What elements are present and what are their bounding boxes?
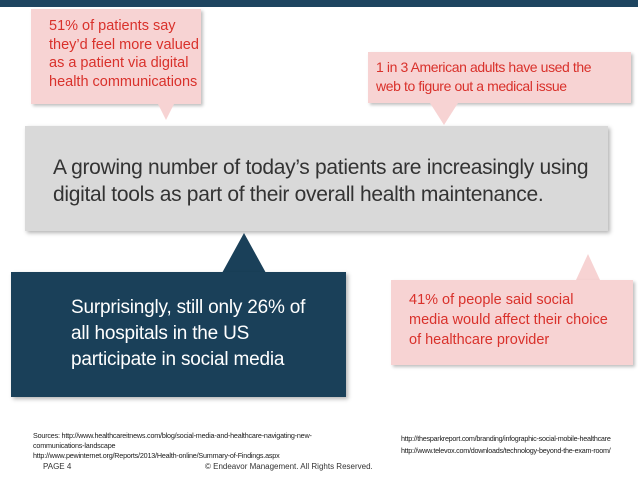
reference-link: http://www.televox.com/downloads/technol… [401, 446, 611, 455]
top-accent-bar [0, 0, 638, 7]
source-line: communications-landscape [33, 441, 116, 450]
reference-links: http://thesparkreport.com/branding/infog… [401, 433, 638, 457]
callout-adults-web: 1 in 3 American adults have used the web… [368, 52, 631, 103]
callout-social-media-choice: 41% of people said social media would af… [391, 280, 633, 365]
page-number: PAGE 4 [43, 462, 72, 471]
callout-patients-valued-text: 51% of patients say they’d feel more val… [49, 18, 199, 90]
source-line: Sources: http://www.healthcareitnews.com… [33, 431, 312, 440]
source-line: http://www.pewinternet.org/Reports/2013/… [33, 451, 280, 460]
sources-list: Sources: http://www.healthcareitnews.com… [33, 431, 363, 461]
reference-link: http://thesparkreport.com/branding/infog… [401, 434, 611, 443]
main-statement-text: A growing number of today’s patients are… [53, 156, 589, 206]
callout-social-media-choice-pointer [576, 254, 600, 280]
copyright-notice: © Endeavor Management. All Rights Reserv… [205, 462, 373, 471]
callout-social-media-choice-text: 41% of people said social media would af… [409, 292, 608, 348]
hospitals-social-media-text: Surprisingly, still only 26% of all hosp… [71, 297, 306, 370]
main-statement-box: A growing number of today’s patients are… [25, 126, 608, 231]
callout-adults-web-pointer [430, 103, 458, 125]
callout-adults-web-text: 1 in 3 American adults have used the web… [376, 59, 592, 94]
hospitals-social-media-box: Surprisingly, still only 26% of all hosp… [11, 272, 346, 397]
callout-patients-valued: 51% of patients say they’d feel more val… [31, 9, 201, 104]
hospitals-box-pointer [222, 233, 266, 273]
callout-patients-valued-pointer [158, 104, 174, 120]
